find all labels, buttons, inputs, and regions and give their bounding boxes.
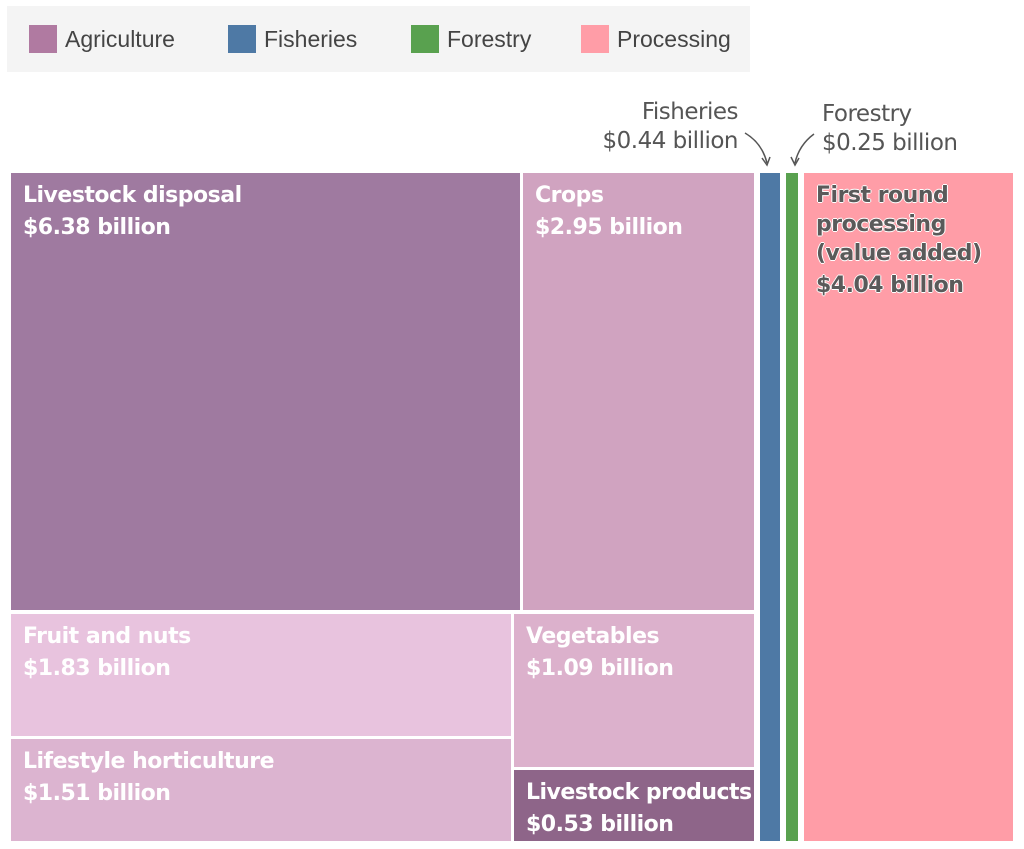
legend-label: Fisheries xyxy=(264,25,358,52)
legend-swatch xyxy=(228,25,256,53)
annotation-label: Fisheries xyxy=(641,99,739,125)
treemap-rect-first-round-processing-value-added: First round processing (value added) $4.0… xyxy=(804,173,1013,841)
rect-label: Fruit and nuts $1.83 billion xyxy=(23,622,191,683)
rect-value-text: $0.53 billion xyxy=(526,812,674,837)
treemap-rect-forestry xyxy=(786,173,798,841)
legend-swatch xyxy=(411,25,439,53)
rect-label-text: Livestock products xyxy=(526,780,752,805)
rect-label: First round processing (value added) $4.0… xyxy=(816,181,986,300)
rect-label: Vegetables $1.09 billion xyxy=(526,622,674,683)
treemap-rect-livestock-disposal: Livestock disposal $6.38 billion xyxy=(11,173,520,610)
rect-value-text: $2.95 billion xyxy=(535,215,683,240)
rect-label-text: Fruit and nuts xyxy=(23,624,191,649)
legend-item-fisheries: Fisheries xyxy=(228,6,357,72)
rect-label: Crops $2.95 billion xyxy=(535,181,683,242)
rect-label: Lifestyle horticulture $1.51 billion xyxy=(23,747,275,808)
rect-value-text: $1.83 billion xyxy=(23,656,171,681)
legend-swatch xyxy=(29,25,57,53)
rect-value-text: $4.04 billion xyxy=(816,273,964,298)
legend: Agriculture Fisheries Forestry Processin… xyxy=(7,6,750,72)
legend-label: Forestry xyxy=(447,25,532,52)
treemap-rect-lifestyle-horticulture: Lifestyle horticulture $1.51 billion xyxy=(11,739,511,841)
legend-swatch xyxy=(581,25,609,53)
legend-item-agriculture: Agriculture xyxy=(29,6,175,72)
rect-value-text: $1.51 billion xyxy=(23,781,171,806)
rect-label: Livestock products $0.53 billion xyxy=(526,778,752,839)
treemap-rect-fisheries xyxy=(760,173,780,841)
fisheries-annotation: Fisheries $0.44 billion xyxy=(602,98,739,156)
arrow-forestry xyxy=(794,133,815,164)
annotation-value: $0.25 billion xyxy=(822,130,958,156)
legend-label: Agriculture xyxy=(65,25,175,52)
rect-label-text: Crops xyxy=(535,183,604,208)
annotation-label: Forestry xyxy=(822,101,912,127)
arrow-fisheries xyxy=(744,132,768,164)
rect-value-text: $1.09 billion xyxy=(526,656,674,681)
forestry-annotation: Forestry $0.25 billion xyxy=(822,100,958,158)
rect-label-text: Livestock disposal xyxy=(23,183,242,208)
treemap-rect-vegetables: Vegetables $1.09 billion xyxy=(514,614,754,767)
rect-label-text: Vegetables xyxy=(526,624,660,649)
legend-label: Processing xyxy=(617,25,731,52)
treemap-rect-fruit-and-nuts: Fruit and nuts $1.83 billion xyxy=(11,614,511,736)
rect-label-text: First round processing (value added) xyxy=(816,183,982,266)
treemap-rect-crops: Crops $2.95 billion xyxy=(523,173,754,610)
rect-value-text: $6.38 billion xyxy=(23,215,171,240)
treemap-rect-livestock-products: Livestock products $0.53 billion xyxy=(514,770,754,841)
rect-label: Livestock disposal $6.38 billion xyxy=(23,181,242,242)
annotation-value: $0.44 billion xyxy=(602,128,739,154)
legend-item-processing: Processing xyxy=(581,6,731,72)
legend-item-forestry: Forestry xyxy=(411,6,531,72)
rect-label-text: Lifestyle horticulture xyxy=(23,749,275,774)
